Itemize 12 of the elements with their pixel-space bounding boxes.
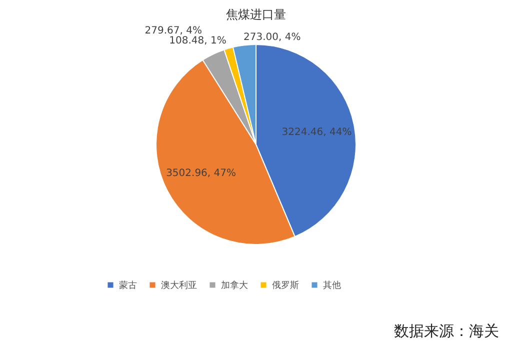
data-label: 108.48, 1% — [169, 36, 226, 47]
data-label: 3224.46, 44% — [282, 127, 352, 138]
data-label: 279.67, 4% — [144, 26, 202, 37]
data-label: 273.00, 4% — [243, 32, 301, 44]
legend-label: 澳大利亚 — [161, 280, 197, 291]
legend-label: 俄罗斯 — [272, 280, 299, 291]
source-note: 数据来源：海关 — [394, 322, 499, 341]
legend-label: 其他 — [323, 280, 341, 291]
legend-label: 蒙古 — [119, 280, 137, 291]
legend-label: 加拿大 — [221, 280, 248, 291]
chart-title: 焦煤进口量 — [226, 8, 286, 22]
data-label: 3502.96, 47% — [166, 168, 236, 180]
